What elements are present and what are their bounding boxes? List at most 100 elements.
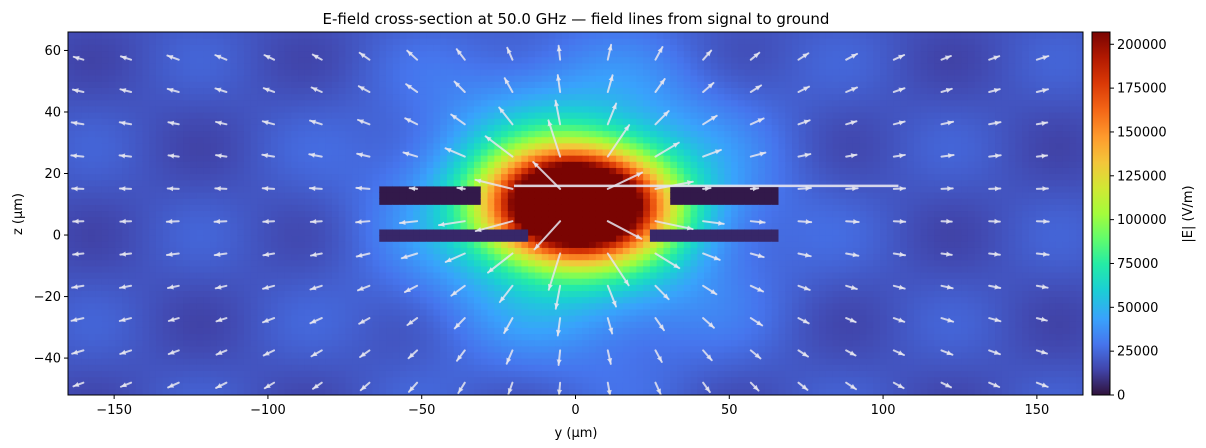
field-arrow: [118, 153, 133, 159]
field-arrow: [702, 49, 713, 61]
field-arrow: [1035, 316, 1048, 322]
field-arrow: [892, 54, 906, 61]
field-arrow: [845, 317, 857, 324]
field-arrow: [940, 381, 953, 389]
field-arrow: [702, 81, 715, 93]
field-arrow: [845, 381, 857, 391]
field-arrow: [450, 284, 466, 297]
field-arrow: [988, 218, 1001, 225]
field-arrow: [457, 381, 466, 394]
field-arrow: [359, 349, 371, 359]
field-arrow: [797, 85, 811, 93]
field-arrow: [940, 54, 952, 61]
field-arrow: [358, 317, 371, 325]
field-arrow: [406, 49, 419, 61]
field-arrow: [606, 252, 630, 287]
y-tick-label: 60: [44, 44, 61, 59]
x-tick-label: 0: [571, 403, 579, 418]
field-arrow: [940, 186, 954, 192]
field-arrow: [555, 74, 562, 93]
field-arrow: [455, 48, 466, 61]
x-tick-label: −100: [250, 403, 286, 418]
field-arrow: [215, 349, 228, 356]
field-arrow: [749, 219, 766, 225]
field-arrow: [797, 317, 810, 325]
field-arrow: [505, 349, 514, 365]
field-arrow: [119, 349, 133, 355]
field-arrow: [797, 349, 809, 358]
field-arrow: [262, 317, 276, 324]
field-arrow: [940, 153, 955, 159]
field-arrow: [940, 284, 954, 290]
field-arrow: [654, 381, 662, 395]
field-arrow: [892, 349, 905, 357]
field-arrow: [263, 381, 276, 390]
field-arrow: [310, 251, 323, 258]
field-arrow: [213, 251, 228, 257]
field-arrow: [892, 186, 907, 192]
field-arrow: [70, 153, 85, 159]
field-arrow: [215, 153, 228, 159]
field-arrow: [547, 252, 562, 291]
field-arrow: [749, 51, 761, 61]
field-arrow: [166, 186, 180, 192]
colorbar-tick-label: 100000: [1117, 213, 1167, 228]
field-arrow: [119, 55, 133, 61]
field-arrow: [404, 117, 419, 126]
field-arrow: [474, 178, 514, 190]
field-arrow: [654, 252, 681, 270]
field-arrow: [797, 152, 812, 158]
field-arrow: [72, 251, 85, 257]
field-arrow: [484, 135, 514, 158]
field-arrow: [214, 87, 228, 93]
field-arrow: [654, 349, 663, 363]
field-arrow: [456, 186, 466, 192]
field-arrow: [797, 119, 811, 126]
field-arrow: [556, 349, 562, 366]
field-arrow: [749, 349, 762, 360]
x-tick-label: 100: [871, 403, 896, 418]
colorbar: [1091, 31, 1111, 396]
field-arrow: [940, 349, 954, 356]
field-arrow: [606, 284, 618, 308]
field-arrow: [309, 284, 323, 291]
field-arrow: [1035, 55, 1050, 61]
field-arrow: [702, 148, 722, 158]
field-arrow: [355, 252, 371, 258]
field-arrow: [554, 284, 562, 310]
field-arrow: [118, 120, 133, 126]
field-arrow: [797, 284, 811, 291]
field-arrow: [845, 185, 859, 192]
field-arrow: [165, 218, 180, 225]
field-arrow: [311, 53, 323, 61]
field-arrow: [310, 86, 323, 93]
field-arrow: [845, 252, 860, 258]
field-arrow: [262, 218, 276, 225]
field-arrow: [357, 85, 371, 93]
field-arrow: [453, 317, 466, 330]
field-arrow: [749, 117, 765, 126]
field-arrow: [654, 141, 680, 158]
field-arrow: [262, 251, 276, 257]
field-arrow: [555, 317, 562, 337]
field-arrow: [702, 284, 718, 296]
field-arrow: [606, 349, 613, 365]
field-arrow: [498, 284, 514, 304]
field-arrow: [1035, 218, 1050, 225]
field-arrow: [214, 284, 228, 290]
field-arrow: [261, 152, 276, 159]
field-arrow: [356, 284, 371, 292]
field-arrow: [355, 185, 371, 191]
field-arrow: [72, 218, 85, 224]
field-arrow: [845, 52, 859, 61]
field-arrow: [403, 284, 419, 294]
field-arrow: [407, 349, 419, 360]
field-arrow: [988, 317, 1002, 323]
field-arrow: [213, 218, 228, 225]
field-arrow: [263, 54, 276, 61]
chart-title: E-field cross-section at 50.0 GHz — fiel…: [323, 10, 830, 28]
x-tick-label: −50: [408, 403, 435, 418]
field-arrow: [654, 110, 670, 126]
field-arrow: [654, 317, 665, 332]
